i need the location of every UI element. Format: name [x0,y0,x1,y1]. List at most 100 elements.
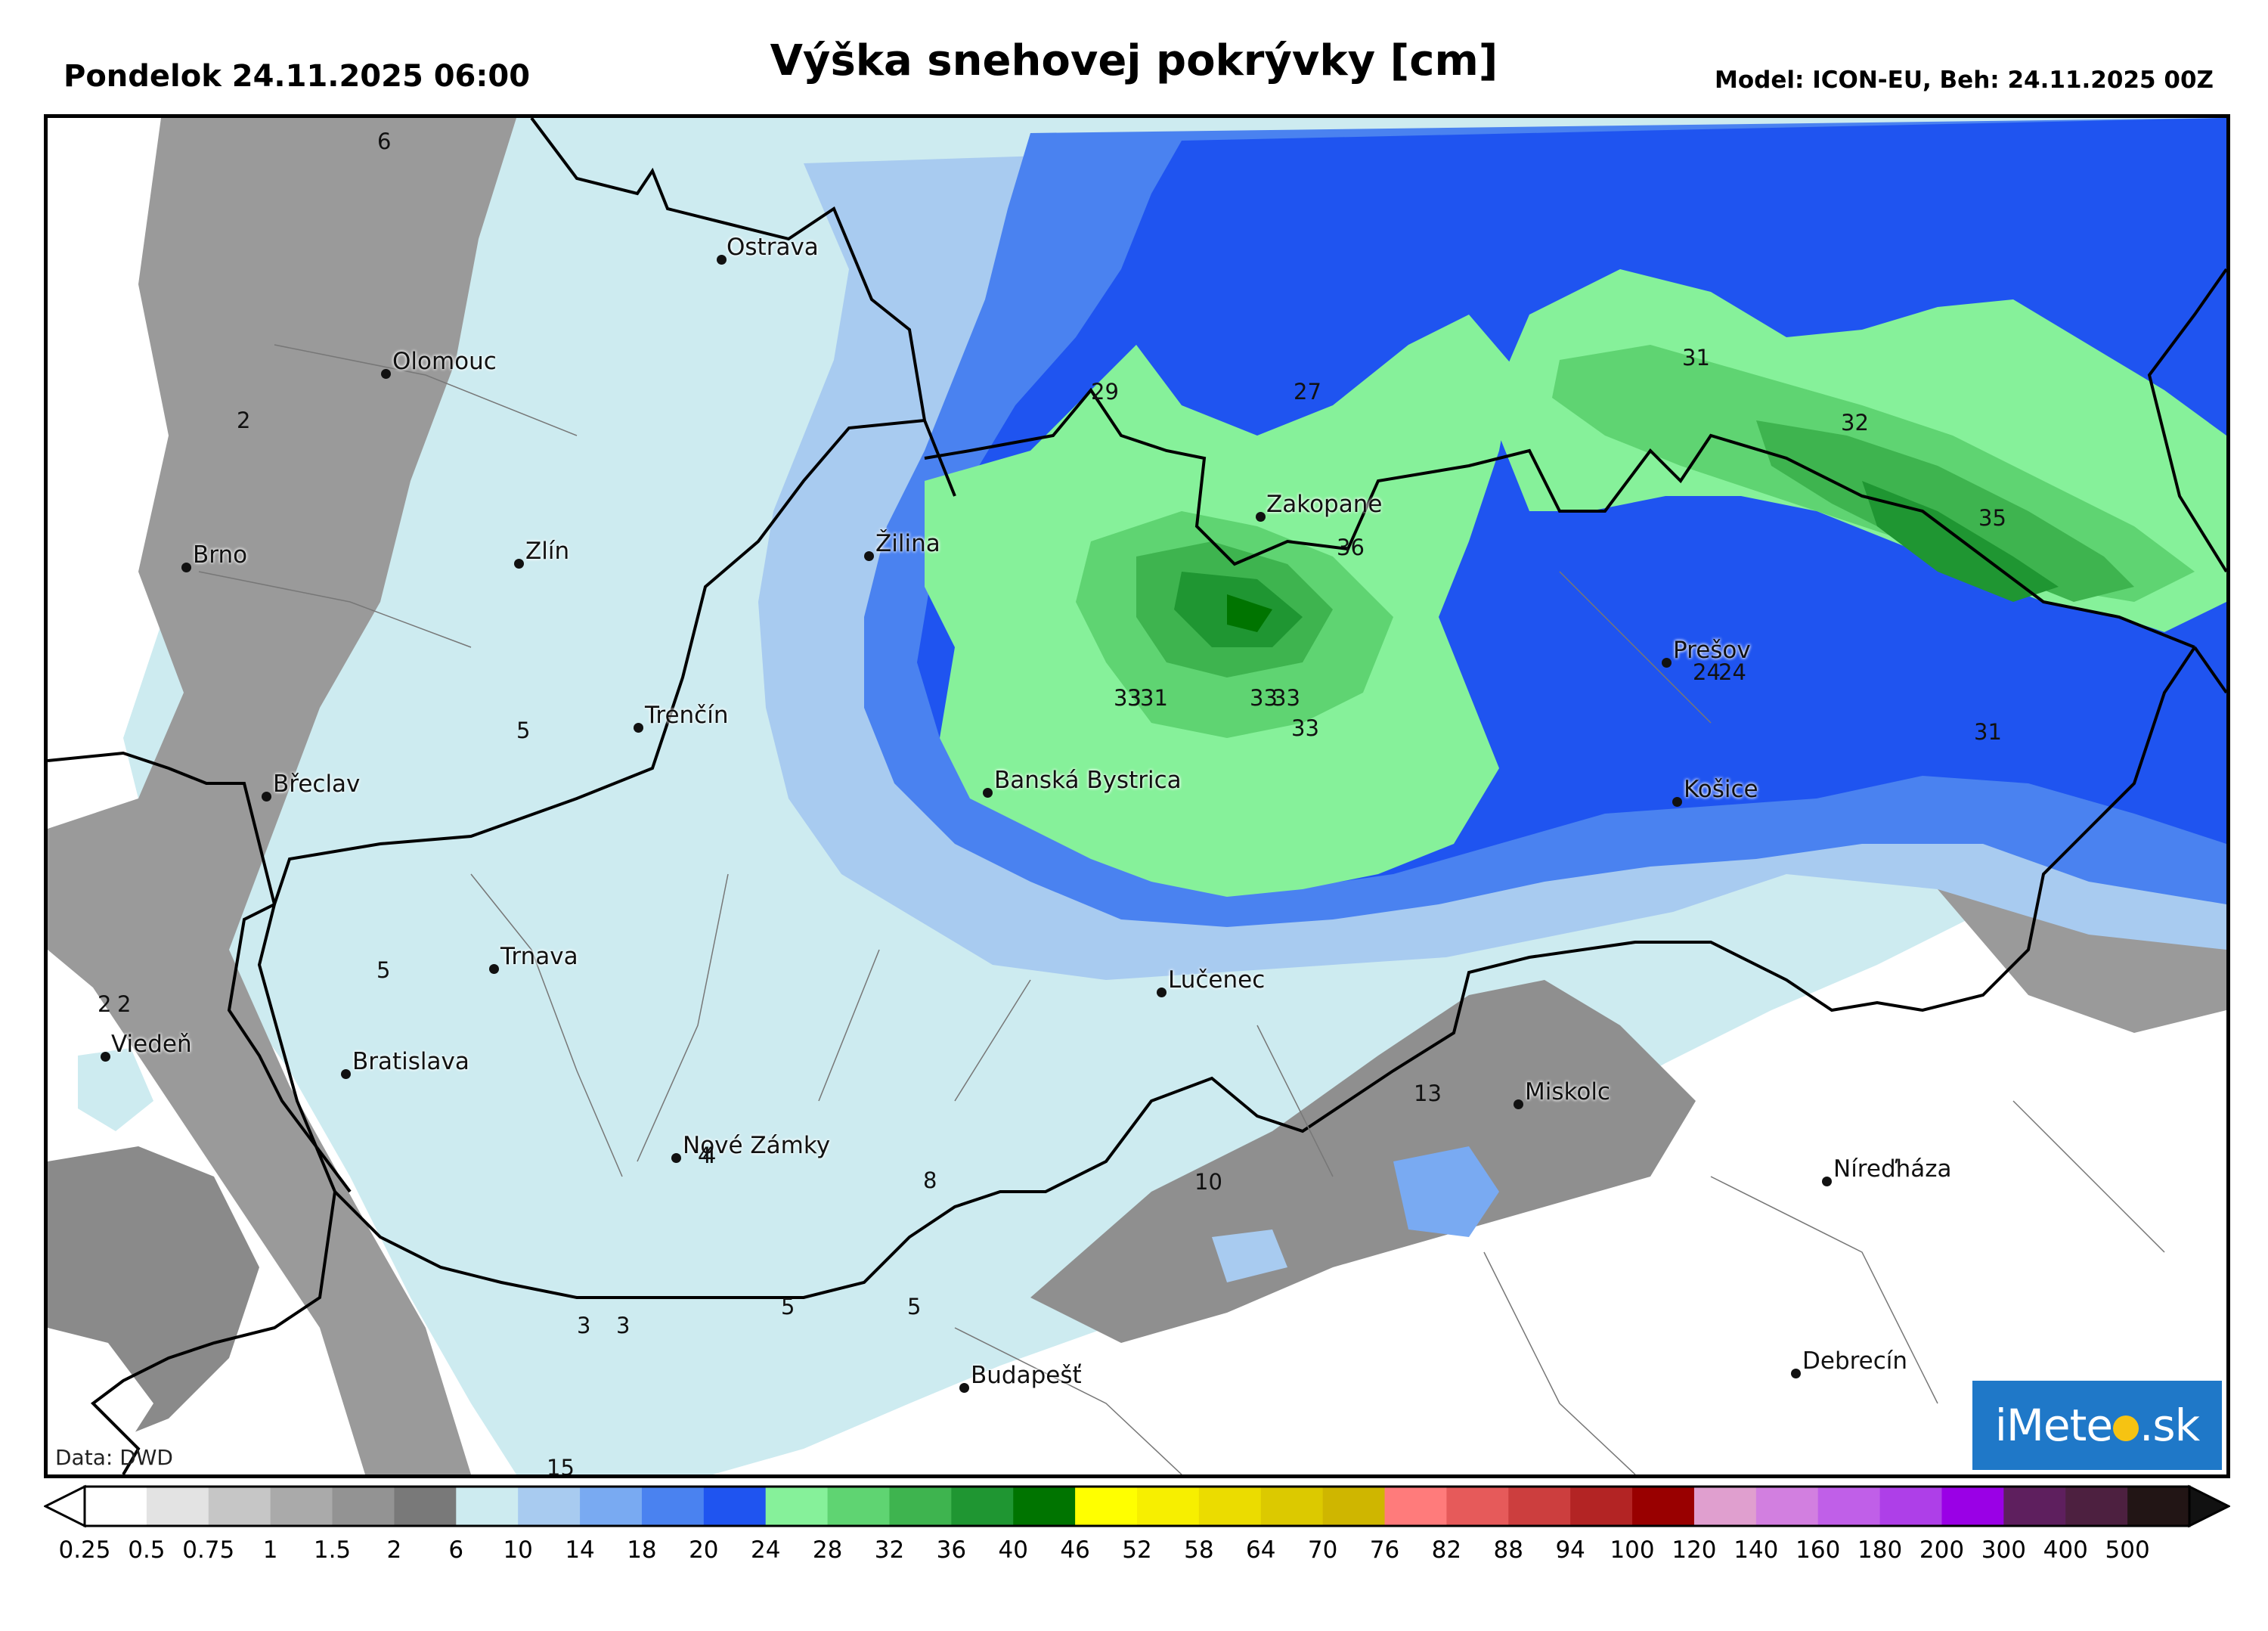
logo-text-pre: iMete [1994,1400,2113,1451]
scale-tick-label: 28 [812,1536,843,1564]
value-label: 4 [698,1143,712,1168]
city-label-vieden: Viedeň [111,1031,192,1058]
map-title: Výška snehovej pokrývky [cm] [770,36,1498,85]
regions [198,344,2165,1474]
scale-tick-label: 140 [1734,1536,1779,1564]
scale-tick-label: 36 [936,1536,967,1564]
imeteo-logo[interactable]: iMete .sk [1972,1381,2222,1470]
scale-tick-label: 0.5 [128,1536,166,1564]
scale-swatch [1137,1487,1200,1526]
city-label-niredhaza: Níreďháza [1833,1155,1952,1183]
scale-tick-label: 0.25 [58,1536,111,1564]
city-marker [101,1052,110,1062]
field-white-vienna [78,1048,153,1131]
city-label-trnava: Trnava [500,943,578,970]
scale-tick-label: 1.5 [313,1536,352,1564]
scale-swatch [1755,1487,1819,1526]
scale-swatch [1260,1487,1324,1526]
value-label: 5 [907,1294,922,1319]
scale-tick-label: 0.75 [182,1536,235,1564]
city-marker [1157,988,1167,997]
scale-tick-label: 24 [750,1536,781,1564]
scale-arrow-left [44,1484,86,1528]
city-label-lucenec: Lučenec [1168,966,1266,994]
scale-swatch [2065,1487,2128,1526]
city-label-breclav: Břeclav [273,771,361,798]
value-label: 3 [577,1313,591,1338]
scale-swatch [1508,1487,1571,1526]
value-label: 31 [1682,345,1710,371]
city-marker [671,1153,681,1163]
forecast-datetime: Pondelok 24.11.2025 06:00 [64,59,531,94]
color-scale-bar [44,1484,2230,1528]
scale-swatch [1941,1487,2004,1526]
scale-tick-label: 94 [1555,1536,1585,1564]
scale-swatch [1075,1487,1138,1526]
value-label: 5 [376,957,391,983]
value-label: 13 [1414,1081,1442,1106]
city-label-debrecin: Debrecín [1802,1347,1908,1375]
value-label: 3 [1127,685,1142,711]
scale-tick-label: 46 [1060,1536,1090,1564]
scale-tick-label: 76 [1369,1536,1400,1564]
scale-swatch [765,1487,829,1526]
value-label: 10 [1194,1169,1222,1195]
city-label-brno: Brno [193,541,248,569]
scale-swatch [1198,1487,1262,1526]
scale-swatch [703,1487,767,1526]
scale-swatch [85,1487,147,1526]
scale-tick-label: 2 [386,1536,402,1564]
scale-tick-label: 300 [1981,1536,2026,1564]
scale-tick-label: 10 [503,1536,533,1564]
value-label: 2 [237,408,251,433]
logo-text: iMete .sk [1994,1400,2201,1451]
scale-tick-label: 88 [1493,1536,1524,1564]
scale-swatch [1322,1487,1386,1526]
city-label-budapest: Budapešť [971,1362,1082,1389]
scale-swatch [580,1487,643,1526]
scale-tick-label: 180 [1857,1536,1903,1564]
city-label-bratislava: Bratislava [352,1048,469,1075]
city-marker [1791,1369,1801,1378]
scale-tick-label: 52 [1122,1536,1152,1564]
scale-tick-label: 32 [874,1536,905,1564]
scale-swatch [1693,1487,1757,1526]
field-28-32cm [1136,420,2134,678]
snow-depth-map[interactable]: Ostrava Olomouc Brno Zlín Žilina Zakopan… [44,114,2230,1478]
scale-swatch [641,1487,705,1526]
value-label: 35 [1978,505,2006,531]
value-label: 6 [377,129,392,154]
map-layers [48,118,2226,1474]
border-sk-hu [333,646,2196,1299]
city-marker [1822,1177,1832,1186]
logo-text-post: .sk [2139,1400,2200,1451]
scale-swatch [332,1487,395,1526]
city-marker [983,788,993,798]
city-label-zilina: Žilina [875,530,940,557]
city-label-zlin: Zlín [525,538,570,565]
field-grey-south [1030,980,1696,1343]
city-marker [959,1383,969,1393]
scale-swatch [1013,1487,1076,1526]
value-label: 2 [117,991,132,1017]
scale-tick-label: 14 [565,1536,595,1564]
value-label: 2 [98,991,112,1017]
city-marker [489,964,499,974]
value-label: 4 [702,1143,717,1168]
border-ua [2147,268,2226,694]
scale-swatch [2003,1487,2066,1526]
value-label: 29 [1091,379,1119,405]
scale-swatch [2127,1487,2190,1526]
value-label: 5 [781,1294,795,1319]
field-32-36cm [1174,481,2059,647]
scale-swatch [889,1487,952,1526]
city-label-kosice: Košice [1684,776,1758,803]
scale-tick-label: 58 [1184,1536,1214,1564]
city-marker [381,369,391,379]
scale-swatch [270,1487,333,1526]
field-blue-south [1212,1229,1287,1282]
city-label-miskolc: Miskolc [1525,1078,1610,1105]
city-marker [262,792,271,802]
value-label: 36 [1337,535,1365,560]
value-label: 5 [516,718,531,743]
